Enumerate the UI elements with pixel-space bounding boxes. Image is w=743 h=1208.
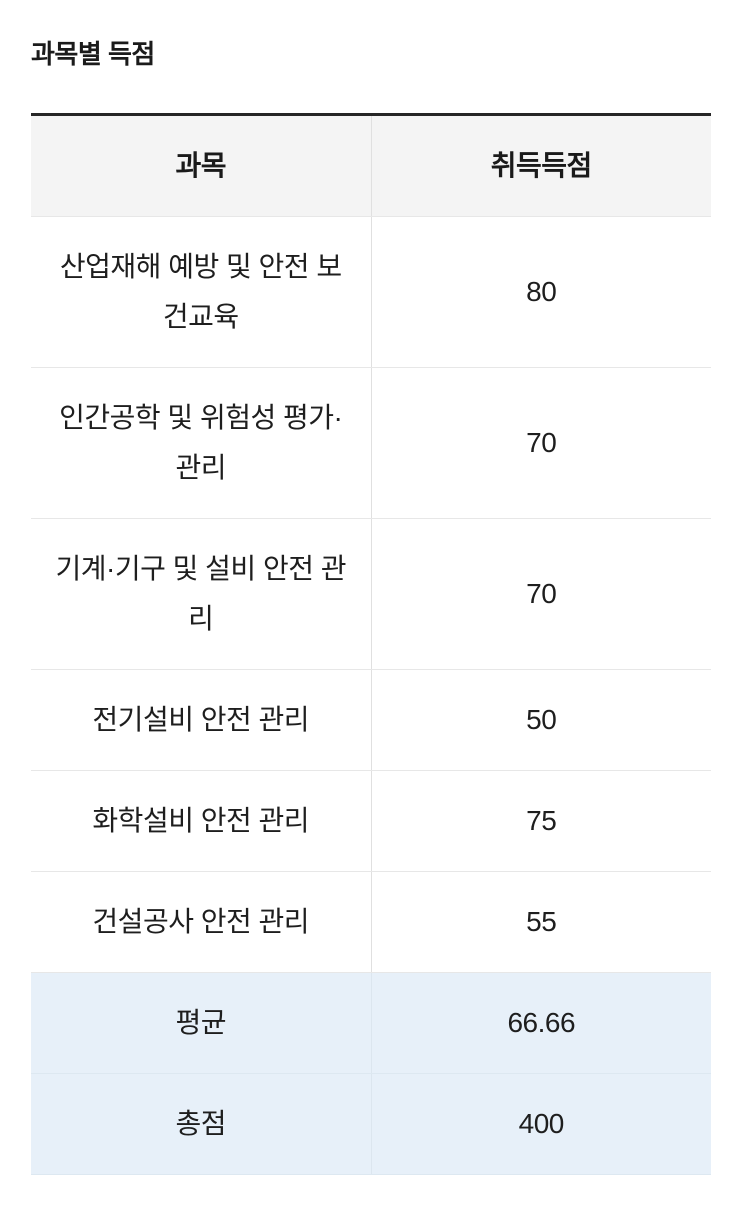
summary-value: 400 (371, 1073, 711, 1175)
score-cell: 70 (371, 367, 711, 519)
summary-label: 평균 (31, 972, 372, 1074)
table-header-row: 과목 취득득점 (31, 114, 711, 217)
summary-row-average: 평균 66.66 (31, 972, 711, 1074)
summary-value: 66.66 (371, 972, 711, 1074)
summary-row-total: 총점 400 (31, 1073, 711, 1175)
summary-label: 총점 (31, 1073, 372, 1175)
column-header-score: 취득득점 (371, 114, 711, 217)
score-cell: 50 (371, 669, 711, 771)
score-cell: 70 (371, 518, 711, 670)
score-table: 과목 취득득점 산업재해 예방 및 안전 보건교육 80 인간공학 및 위험성 … (31, 112, 711, 1175)
subject-cell: 건설공사 안전 관리 (31, 871, 372, 973)
subject-cell: 화학설비 안전 관리 (31, 770, 372, 872)
subject-cell: 산업재해 예방 및 안전 보건교육 (31, 216, 372, 368)
page-title: 과목별 득점 (31, 39, 155, 69)
score-cell: 55 (371, 871, 711, 973)
subject-cell: 인간공학 및 위험성 평가·관리 (31, 367, 372, 519)
subject-cell: 기계·기구 및 설비 안전 관리 (31, 518, 372, 670)
subject-cell: 전기설비 안전 관리 (31, 669, 372, 771)
table-row: 인간공학 및 위험성 평가·관리 70 (31, 367, 711, 519)
table-row: 건설공사 안전 관리 55 (31, 871, 711, 973)
score-cell: 80 (371, 216, 711, 368)
table-row: 기계·기구 및 설비 안전 관리 70 (31, 518, 711, 670)
score-cell: 75 (371, 770, 711, 872)
table-row: 산업재해 예방 및 안전 보건교육 80 (31, 216, 711, 368)
table-row: 화학설비 안전 관리 75 (31, 770, 711, 872)
column-header-subject: 과목 (31, 114, 372, 217)
table-row: 전기설비 안전 관리 50 (31, 669, 711, 771)
